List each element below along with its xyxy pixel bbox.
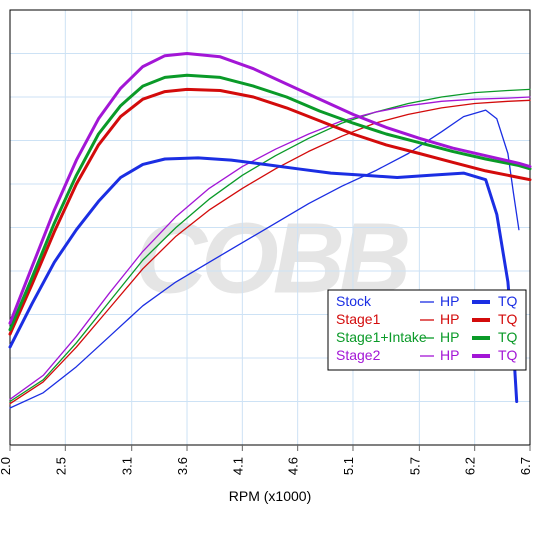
svg-text:Stage1: Stage1: [336, 311, 381, 327]
x-axis-label: RPM (x1000): [229, 488, 311, 504]
svg-text:Stage2: Stage2: [336, 347, 381, 363]
svg-text:Stage1+Intake: Stage1+Intake: [336, 329, 427, 345]
svg-text:4.1: 4.1: [230, 457, 245, 475]
svg-text:2.5: 2.5: [53, 457, 68, 475]
svg-text:HP: HP: [440, 347, 459, 363]
svg-text:3.1: 3.1: [120, 457, 135, 475]
svg-text:TQ: TQ: [498, 329, 518, 345]
svg-text:TQ: TQ: [498, 311, 518, 327]
svg-text:3.6: 3.6: [175, 457, 190, 475]
svg-text:2.0: 2.0: [0, 457, 13, 475]
chart-svg: 2.0 2.5 3.1 3.6 4.1 4.6 5.1 5.7 6.2 6.7 RPM (x100…: [0, 0, 540, 540]
svg-text:4.6: 4.6: [286, 457, 301, 475]
svg-text:Stock: Stock: [336, 293, 372, 309]
svg-text:5.1: 5.1: [341, 457, 356, 475]
svg-text:5.7: 5.7: [407, 457, 422, 475]
svg-text:6.2: 6.2: [463, 457, 478, 475]
svg-text:HP: HP: [440, 311, 459, 327]
svg-text:TQ: TQ: [498, 347, 518, 363]
svg-text:TQ: TQ: [498, 293, 518, 309]
svg-text:HP: HP: [440, 329, 459, 345]
svg-text:HP: HP: [440, 293, 459, 309]
svg-text:6.7: 6.7: [518, 457, 533, 475]
legend: Stock HP TQ Stage1 HP TQ Stage1+Intake HP TQ Stag…: [328, 290, 526, 370]
dyno-chart: COBB 2.02.53.13.64.14.65.15.76.26.7 RPM …: [0, 0, 540, 540]
